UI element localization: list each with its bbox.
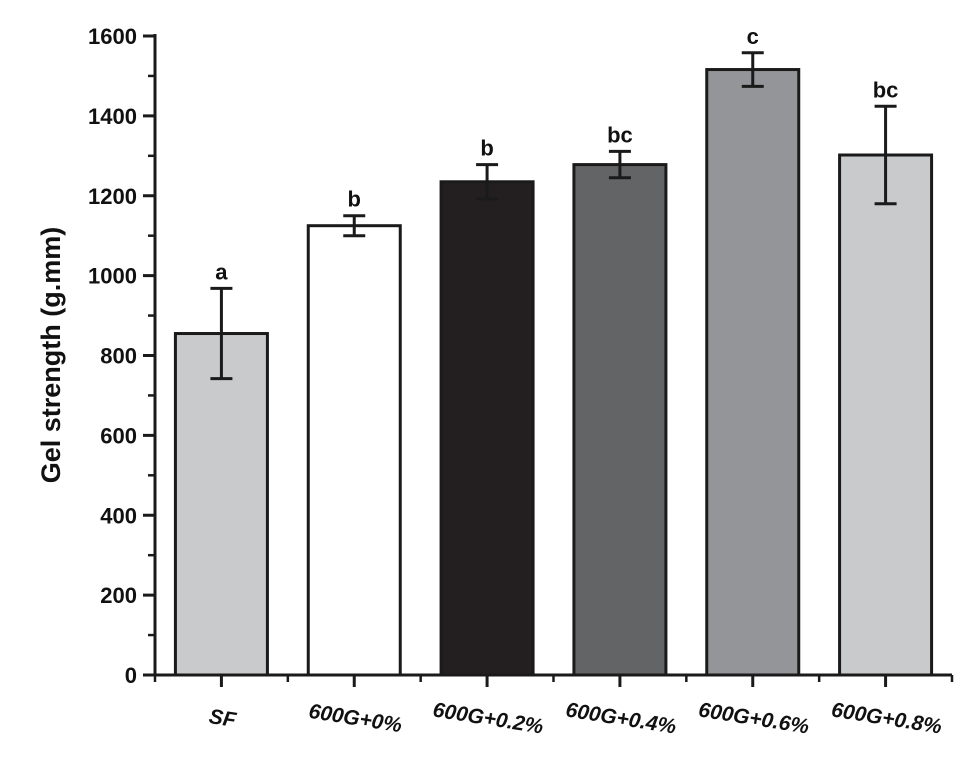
y-tick-label-8: 1600 [88, 24, 137, 49]
bar-2 [439, 180, 535, 677]
x-tick-label-1: 600G+0% [307, 700, 404, 737]
y-tick-label-4: 800 [100, 344, 137, 369]
x-ticks-layer: SF 600G+0% 600G+0.2% 600G+0.4% 600G+0.6% 600G… [153, 675, 954, 739]
x-tick-label-0: SF [207, 705, 238, 732]
x-tick-label-3: 600G+0.4% [564, 698, 678, 738]
significance-label-4: c [747, 24, 759, 49]
significance-label-0: a [215, 259, 228, 284]
x-tick-label-2: 600G+0.2% [431, 698, 545, 738]
y-tick-label-0: 0 [125, 663, 137, 688]
bar-4 [705, 68, 801, 677]
bars-layer [173, 68, 934, 677]
y-tick-label-3: 600 [100, 423, 137, 448]
bar-3 [572, 163, 668, 677]
x-tick-label-5: 600G+0.8% [830, 698, 944, 738]
y-tick-label-7: 1400 [88, 104, 137, 129]
y-tick-label-1: 200 [100, 583, 137, 608]
significance-label-5: bc [873, 77, 899, 102]
y-tick-label-6: 1200 [88, 184, 137, 209]
y-axis-title: Gel strength (g.mm) [36, 227, 66, 484]
significance-label-1: b [348, 187, 361, 212]
bar-0 [173, 332, 269, 677]
y-tick-label-5: 1000 [88, 264, 137, 289]
axes-layer [153, 34, 952, 677]
y-tick-label-2: 400 [100, 503, 137, 528]
error-bars-layer [210, 51, 897, 381]
y-ticks-layer: 0 200 400 600 800 1000 1200 1400 1600 [88, 24, 155, 688]
bar-1 [306, 224, 402, 677]
x-tick-label-4: 600G+0.6% [697, 698, 811, 738]
significance-label-2: b [480, 136, 493, 161]
significance-labels-layer: a b b bc c bc [215, 24, 898, 285]
bar-5 [838, 153, 934, 677]
significance-label-3: bc [607, 122, 633, 147]
